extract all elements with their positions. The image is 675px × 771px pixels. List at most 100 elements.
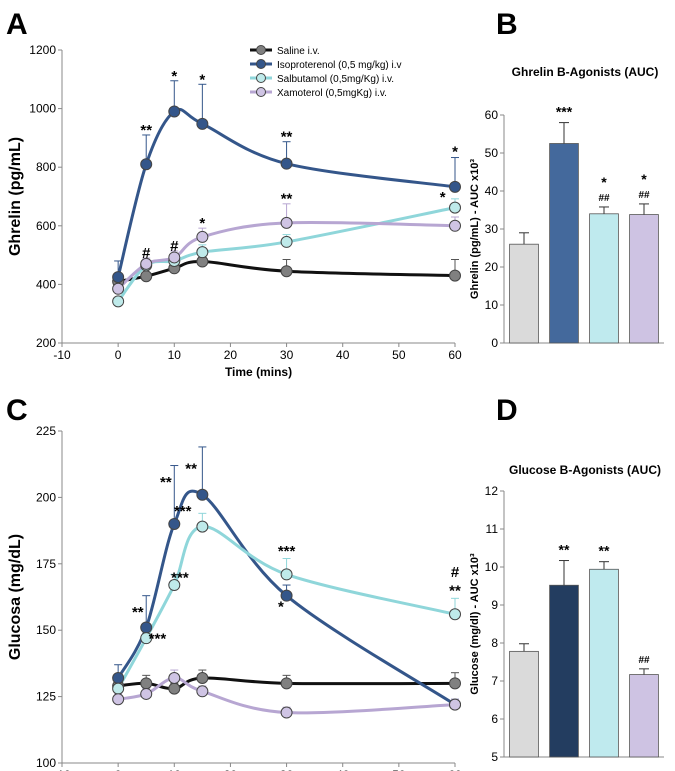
significance-marker: *** [278, 543, 296, 560]
significance-marker: ** [281, 191, 293, 208]
panel-b-bar-chart: 0 10 20 30 40 50 60 Ghrelin B-Agonists (AUC) Ghr… [469, 65, 664, 350]
significance-marker: ## [638, 655, 650, 666]
x-tick-label: 10 [168, 768, 182, 771]
data-point-salbutamol [449, 201, 461, 214]
data-point-xamoterol [140, 687, 153, 700]
x-tick-label: 60 [448, 348, 462, 362]
data-point-xamoterol [168, 672, 181, 685]
data-point-isoproterenol [168, 517, 181, 530]
data-point-saline [168, 682, 181, 695]
x-tick-label: 10 [168, 348, 182, 362]
y-tick-label: 100 [36, 756, 56, 770]
data-point-isoproterenol [280, 589, 293, 602]
data-point-saline [280, 265, 293, 278]
data-point-isoproterenol [168, 105, 181, 118]
panel-a-line-chart: 200 400 600 800 1000 1200 -10 0 10 20 30 40 50 60 Time… [7, 43, 462, 379]
significance-marker: ** [160, 474, 172, 491]
legend-marker-saline [256, 45, 266, 55]
y-axis-title: Ghrelin (pg/mL) [7, 137, 24, 256]
x-tick-label: -10 [53, 348, 71, 362]
significance-marker: * [278, 599, 284, 616]
x-axis-title: Time (mins) [225, 365, 292, 379]
significance-marker: ## [598, 193, 610, 204]
data-point-xamoterol [112, 282, 125, 295]
y-tick-label: 125 [36, 690, 56, 704]
panel-label-a: A [6, 8, 28, 41]
x-tick-label: 0 [115, 768, 122, 771]
significance-marker: ## [638, 190, 650, 201]
y-axis-title: Glucosa (mg/dL) [7, 534, 24, 660]
data-point-isoproterenol [196, 117, 209, 130]
bar-isoproterenol [549, 143, 579, 344]
significance-marker: # [451, 564, 460, 581]
data-point-xamoterol [449, 698, 461, 711]
legend-label: Saline i.v. [277, 46, 320, 57]
bar-saline [509, 650, 539, 758]
data-point-saline [196, 672, 209, 685]
y-tick-label: 225 [36, 424, 56, 438]
x-tick-label: 20 [224, 348, 238, 362]
bar-saline [509, 243, 539, 344]
y-tick-label: 11 [486, 522, 499, 536]
bar-xamoterol [629, 214, 659, 344]
y-tick-label: 200 [36, 336, 56, 350]
x-tick-label: 60 [448, 768, 462, 771]
data-point-isoproterenol [280, 157, 293, 170]
legend-marker-salbutamol [256, 73, 266, 83]
y-tick-label: 9 [491, 598, 498, 612]
chart-title: Ghrelin B-Agonists (AUC) [512, 65, 659, 79]
y-tick-label: 400 [36, 277, 56, 291]
data-point-isoproterenol [140, 158, 153, 171]
y-tick-label: 150 [36, 623, 56, 637]
x-tick-label: 30 [280, 348, 294, 362]
significance-marker: * [641, 171, 647, 187]
bar-xamoterol [629, 674, 659, 758]
significance-marker: ** [132, 604, 144, 621]
bar-isoproterenol [549, 584, 579, 758]
panel-d-bar-chart: 5 6 7 8 9 10 11 12 Glucose B-Agonists (AUC) Gluco… [469, 463, 664, 764]
x-tick-label: 0 [115, 348, 122, 362]
legend-label: Salbutamol (0,5mg/Kg) i.v. [277, 74, 394, 85]
data-point-salbutamol [196, 246, 209, 259]
data-point-isoproterenol [112, 271, 125, 284]
y-tick-label: 30 [485, 222, 499, 236]
significance-marker: *** [556, 104, 573, 120]
data-point-xamoterol [196, 230, 209, 243]
data-point-xamoterol [140, 257, 153, 270]
significance-marker: *** [171, 569, 189, 586]
data-point-salbutamol [449, 608, 461, 621]
significance-marker: ** [140, 122, 152, 139]
data-point-saline [140, 677, 153, 690]
data-point-xamoterol [112, 693, 125, 706]
y-tick-label: 800 [36, 160, 56, 174]
significance-marker: ** [185, 460, 197, 477]
legend-label: Xamoterol (0,5mgKg) i.v. [277, 88, 387, 99]
legend-marker-xamoterol [256, 87, 266, 97]
data-point-xamoterol [449, 219, 461, 232]
data-point-isoproterenol [112, 672, 125, 685]
x-tick-label: 40 [336, 348, 350, 362]
y-tick-label: 60 [485, 108, 499, 122]
panel-label-d: D [496, 394, 518, 427]
significance-marker: * [452, 144, 458, 161]
chart-title: Glucose B-Agonists (AUC) [509, 463, 661, 477]
data-point-salbutamol [140, 632, 153, 645]
y-tick-label: 10 [485, 560, 499, 574]
data-point-saline [449, 269, 461, 282]
data-point-salbutamol [196, 520, 209, 533]
significance-marker: * [440, 189, 446, 206]
significance-marker: *** [149, 630, 167, 647]
data-point-xamoterol [280, 216, 293, 229]
y-axis-title: Glucose (mg/dl) - AUC x10³ [469, 553, 481, 695]
data-point-xamoterol [280, 706, 293, 719]
data-point-salbutamol [112, 295, 125, 308]
y-tick-label: 20 [485, 260, 499, 274]
data-point-isoproterenol [196, 488, 209, 501]
significance-marker: ** [599, 543, 610, 559]
data-point-saline [449, 677, 461, 690]
y-tick-label: 12 [485, 484, 499, 498]
data-point-salbutamol [280, 235, 293, 248]
x-tick-label: 40 [336, 768, 350, 771]
y-tick-label: 200 [36, 490, 56, 504]
